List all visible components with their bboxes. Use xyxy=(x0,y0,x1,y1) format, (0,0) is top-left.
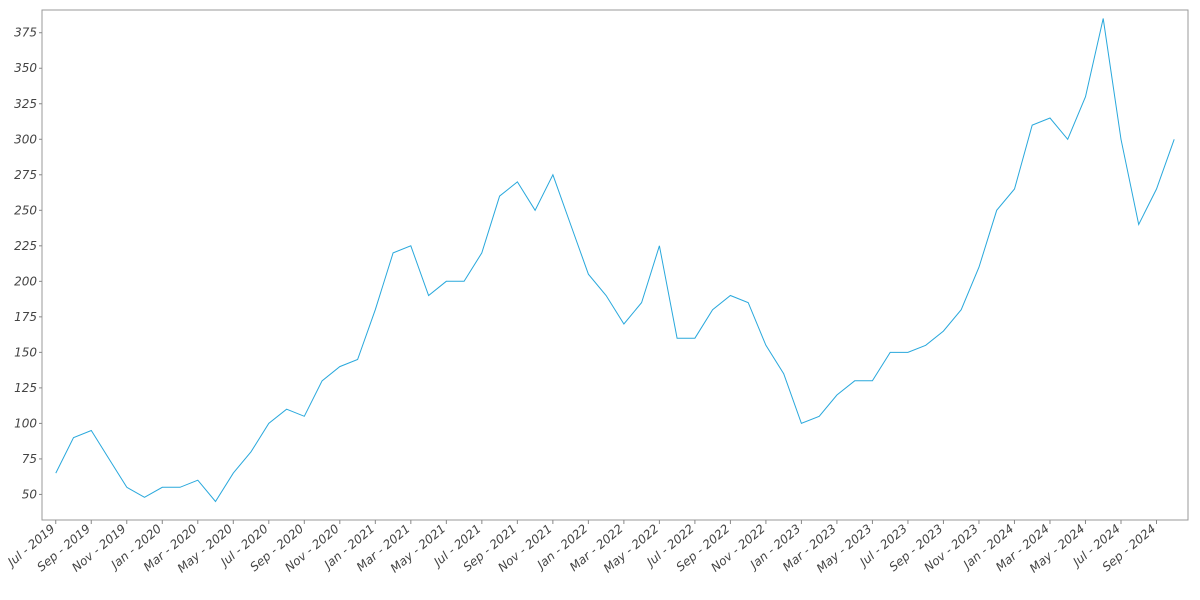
y-tick-label: 325 xyxy=(14,97,37,111)
y-tick-label: 175 xyxy=(14,310,37,324)
y-tick-label: 75 xyxy=(22,452,37,466)
plot-frame xyxy=(41,9,1189,521)
y-tick-label: 275 xyxy=(14,168,37,182)
y-tick-label: 150 xyxy=(14,345,37,359)
price-line xyxy=(55,18,1175,503)
y-tick-label: 300 xyxy=(14,132,37,146)
y-tick-label: 125 xyxy=(14,381,37,395)
y-tick-label: 375 xyxy=(14,26,37,40)
y-tick-label: 350 xyxy=(14,61,37,75)
y-tick-label: 200 xyxy=(14,274,37,288)
y-tick-label: 100 xyxy=(14,416,37,430)
y-tick-label: 225 xyxy=(14,239,37,253)
y-tick-label: 250 xyxy=(14,203,37,217)
y-tick-label: 50 xyxy=(22,487,38,501)
